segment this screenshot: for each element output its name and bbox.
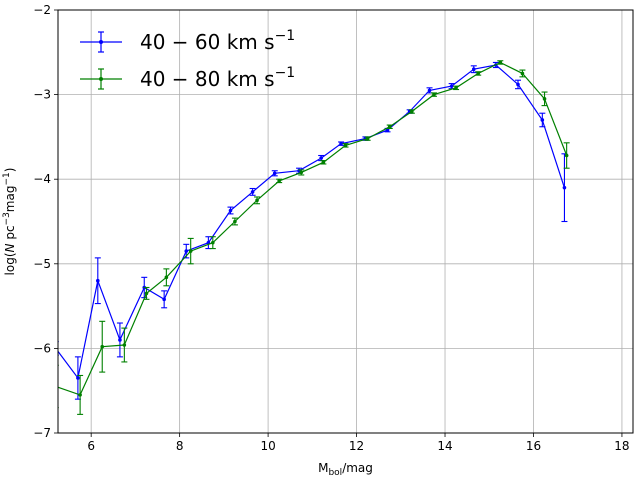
series-2-point	[410, 109, 414, 114]
x-axis-label-sub: bol	[328, 468, 342, 478]
legend-2-label-main: 40 − 80 km s	[140, 67, 275, 91]
series-2-point	[233, 219, 237, 224]
x-tick-label: 6	[87, 439, 95, 453]
series-2-point	[100, 344, 105, 349]
series-1-point	[118, 338, 122, 342]
legend-1-label: 40 − 60 km s−1	[140, 28, 295, 54]
y-tick-label: −7	[33, 426, 51, 440]
y-axis-label-sup2: −1	[2, 172, 12, 185]
series-2-point	[564, 153, 569, 158]
series-1-point	[449, 84, 454, 88]
y-axis-label-italic: N	[3, 243, 17, 252]
y-axis-label-post: )	[3, 168, 17, 173]
series-1-point	[272, 171, 277, 176]
series-2-point	[343, 143, 348, 148]
series-1-line	[58, 64, 565, 380]
series-2-line	[58, 61, 568, 396]
x-tick-label: 18	[614, 439, 629, 453]
y-axis-label-sup1: −3	[2, 212, 12, 225]
series-1-point	[319, 156, 323, 160]
series-2	[58, 60, 570, 415]
x-tick-label: 10	[260, 439, 275, 453]
y-axis-label-mid: pc	[3, 225, 17, 243]
legend-2-label-sup: −1	[275, 65, 296, 81]
series-2-point	[164, 275, 169, 280]
y-axis-label-pre: log(	[3, 252, 17, 275]
legend-2-marker	[99, 77, 103, 81]
series-2-point	[476, 71, 480, 76]
y-tick-label: −5	[33, 257, 51, 271]
series-1-point	[76, 376, 80, 380]
series-2-point	[365, 136, 370, 141]
legend: 40 − 60 km s−1 40 − 80 km s−1	[80, 28, 295, 91]
series-2-point	[498, 60, 503, 65]
series-2-point	[255, 198, 259, 203]
series-1-point	[516, 82, 520, 87]
legend-entry-2: 40 − 80 km s−1	[80, 65, 295, 91]
series-1-point	[562, 185, 567, 190]
series-2-point	[387, 124, 392, 129]
series-1-point	[427, 88, 432, 93]
x-axis-label-main: M	[318, 461, 328, 475]
series-2-point	[520, 71, 525, 76]
series-2-point	[188, 249, 193, 253]
series-2-point	[299, 170, 304, 175]
x-axis-label: Mbol/mag	[318, 461, 373, 478]
axis-ticks: 6 8 10 12 14 16 18 −7 −6 −5 −4 −3 −2	[33, 3, 629, 453]
legend-2-label: 40 − 80 km s−1	[140, 65, 295, 91]
series-2-point	[144, 291, 149, 296]
series-layer	[58, 60, 570, 415]
legend-entry-1: 40 − 60 km s−1	[80, 28, 295, 54]
x-tick-label: 16	[526, 439, 541, 453]
series-2-point	[321, 160, 326, 165]
series-1-point	[228, 208, 233, 213]
series-2-point	[122, 343, 127, 347]
legend-1-label-sup: −1	[275, 28, 296, 44]
series-1-point	[162, 297, 166, 302]
series-2-point	[277, 179, 281, 183]
series-1-point	[540, 118, 545, 122]
series-2-point	[454, 86, 458, 90]
series-1-point	[385, 128, 390, 132]
series-2-point	[542, 97, 547, 101]
series-2-point	[211, 240, 215, 245]
x-axis-label-rest: /mag	[342, 461, 373, 475]
series-1-point	[184, 249, 189, 253]
x-tick-label: 14	[437, 439, 452, 453]
y-tick-label: −3	[33, 88, 51, 102]
series-1	[58, 61, 568, 400]
series-1-point	[96, 278, 100, 283]
x-tick-label: 8	[176, 439, 184, 453]
series-2-point	[432, 92, 436, 97]
series-1-point	[471, 67, 476, 72]
series-2-point	[78, 393, 82, 397]
series-1-point	[339, 141, 343, 146]
plot-frame	[57, 9, 634, 434]
y-tick-label: −4	[33, 172, 51, 186]
legend-1-label-main: 40 − 60 km s	[140, 30, 275, 54]
y-tick-label: −6	[33, 341, 51, 355]
series-1-point	[250, 190, 255, 194]
y-axis-label: log(N pc−3mag−1)	[2, 168, 17, 276]
y-axis-label-mid2: mag	[3, 186, 17, 213]
legend-1-marker	[99, 40, 103, 44]
y-tick-label: −2	[33, 3, 51, 17]
x-tick-label: 12	[349, 439, 364, 453]
